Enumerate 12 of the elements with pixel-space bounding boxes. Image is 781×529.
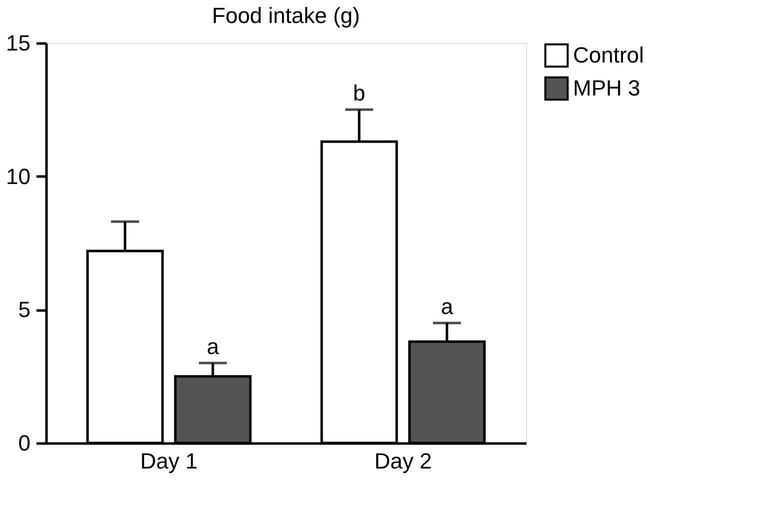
y-tick-label: 10 (6, 164, 30, 189)
data-label: a (440, 294, 454, 319)
y-tick-label: 5 (18, 297, 30, 322)
y-tick-label: 0 (18, 430, 30, 456)
data-label: a (206, 334, 220, 359)
x-tick-label: Day 1 (140, 448, 198, 474)
y-tick-label: 15 (6, 30, 30, 56)
data-label: b (353, 80, 366, 106)
x-tick-label: Day 2 (374, 448, 432, 474)
legend-label: MPH 3 (573, 76, 640, 100)
legend-label: Control (573, 42, 644, 68)
chart-title: Food intake (g) (212, 3, 360, 28)
